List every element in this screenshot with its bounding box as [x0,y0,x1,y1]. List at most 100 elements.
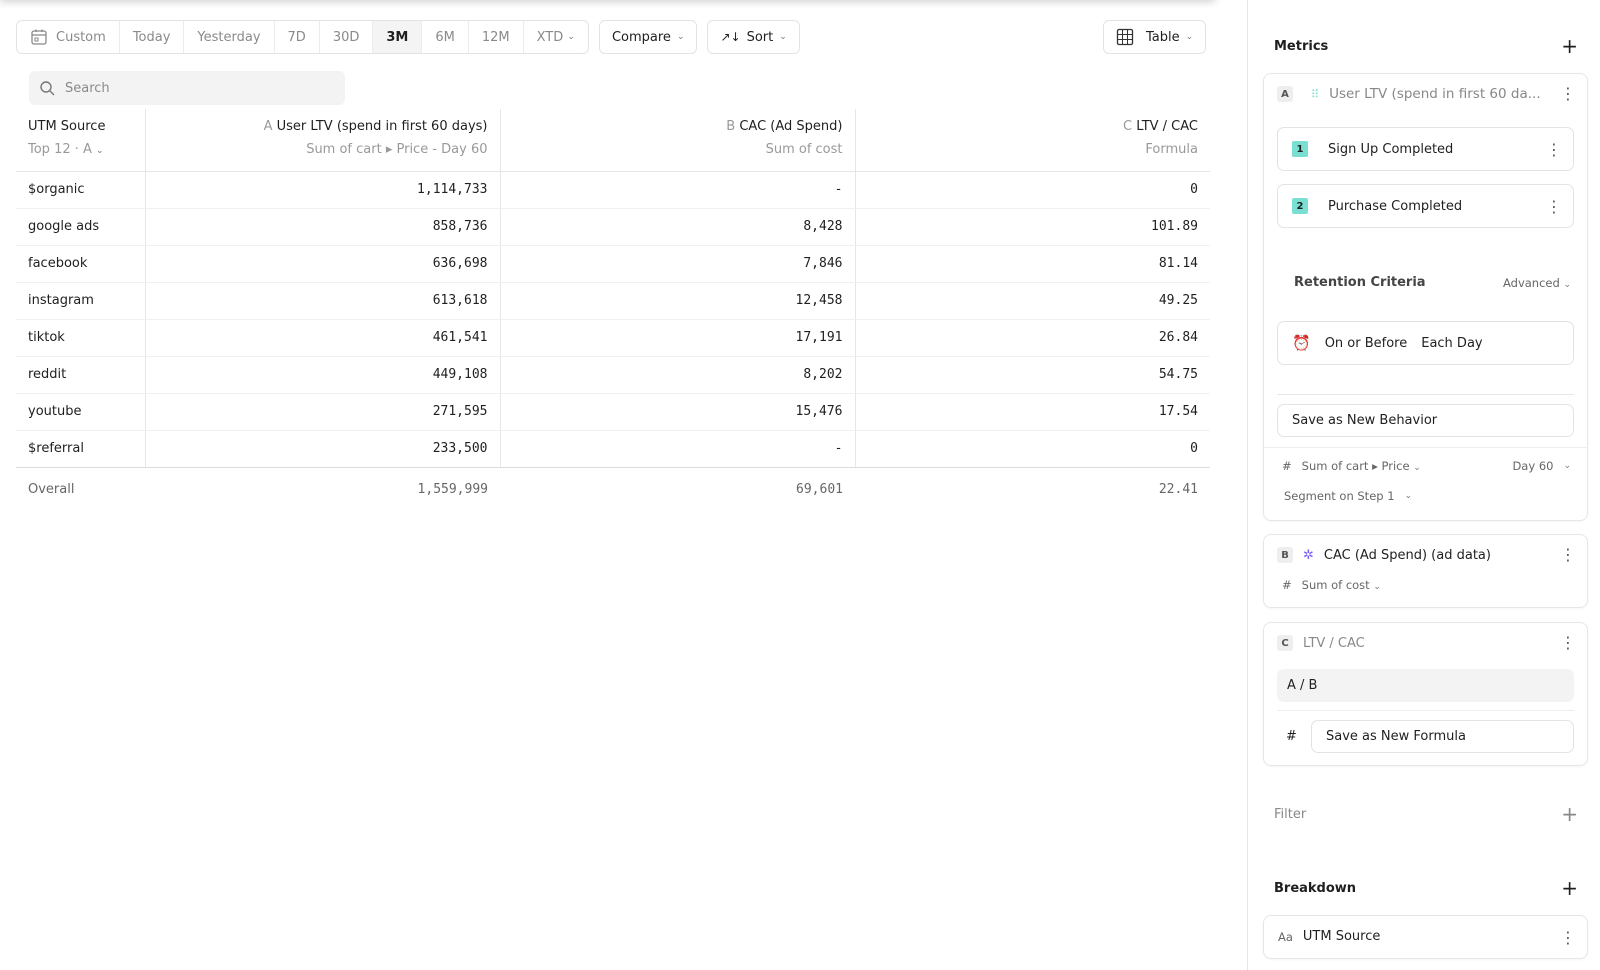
more-icon[interactable]: ⋮ [1546,139,1562,159]
column-title: User LTV (spend in first 60 days) [276,119,488,134]
save-as-new-behavior-button[interactable]: Save as New Behavior [1277,404,1574,437]
measure-dropdown[interactable]: Sum of cost ⌄ [1302,578,1381,592]
overall-cell: 1,559,999 [417,481,488,497]
range-yesterday[interactable]: Yesterday [184,21,275,53]
step-number: 1 [1292,141,1308,157]
metrics-section-header: Metrics + [1274,34,1578,58]
table-row[interactable]: google ads 858,736 8,428 101.89 [16,208,1210,246]
table-cell: google ads [16,208,145,246]
overall-cell: 69,601 [796,481,843,497]
on-or-before-selector[interactable]: On or Before [1324,335,1408,351]
measure-dropdown[interactable]: Sum of cart ▸ Price ⌄ [1302,459,1421,473]
breakdown-item[interactable]: Aa UTM Source ⋮ [1263,915,1588,959]
column-header-a[interactable]: A User LTV (spend in first 60 days) Sum o… [144,109,500,172]
table-cell: 233,500 [144,430,500,468]
table-row[interactable]: facebook 636,698 7,846 81.14 [16,245,1210,283]
table-row[interactable]: youtube 271,595 15,476 17.54 [16,393,1210,431]
right-panel: Metrics + A ⠿ User LTV (spend in first 60 d… [1247,0,1600,970]
table-cell: $referral [16,430,145,468]
top-n-selector[interactable]: Top 12 · A ⌄ [28,142,133,157]
range-3m[interactable]: 3M [373,21,423,53]
compare-button[interactable]: Compare ⌄ [598,20,698,54]
more-icon[interactable]: ⋮ [1560,633,1576,652]
numeric-icon: # [1282,578,1292,592]
metrics-title: Metrics [1274,38,1329,54]
column-header-c[interactable]: C LTV / CAC Formula [854,109,1210,172]
search-box[interactable] [29,71,345,105]
alarm-clock-icon: ⏰ [1292,334,1311,352]
formula-input[interactable]: A / B [1277,669,1574,702]
table-cell: $organic [16,171,145,209]
more-icon[interactable]: ⋮ [1560,928,1576,947]
search-input[interactable] [65,80,235,96]
chevron-down-icon: ⌄ [779,32,787,42]
add-breakdown-icon[interactable]: + [1561,876,1578,900]
range-xtd[interactable]: XTD ⌄ [524,21,588,53]
retention-criteria-title: Retention Criteria [1294,275,1426,290]
column-letter: C [1123,119,1133,134]
range-today[interactable]: Today [120,21,185,53]
more-icon[interactable]: ⋮ [1546,196,1562,216]
column-subtitle: Sum of cost [765,142,843,157]
retention-criteria-box[interactable]: ⏰ On or Before Each Day [1277,321,1574,365]
metric-letter: B [1277,547,1293,563]
sort-icon: ↗↓ [720,30,741,44]
table-cell: - [499,171,855,209]
table-cell: 12,458 [499,282,855,320]
table-cell: 461,541 [144,319,500,357]
filter-title: Filter [1274,806,1307,822]
column-title: CAC (Ad Spend) [739,119,843,134]
string-type-icon: Aa [1278,929,1293,944]
table-icon [1116,28,1134,46]
table-row[interactable]: tiktok 461,541 17,191 26.84 [16,319,1210,357]
table-cell: 8,428 [499,208,855,246]
save-as-new-formula-button[interactable]: Save as New Formula [1311,720,1574,753]
add-filter-icon[interactable]: + [1561,802,1578,826]
chevron-down-icon: ⌄ [1413,463,1421,473]
more-icon[interactable]: ⋮ [1560,84,1576,103]
sort-button[interactable]: ↗↓ Sort ⌄ [707,20,800,54]
day-dropdown[interactable]: Day 60 ⌄ [1512,459,1571,473]
table-cell: 49.25 [854,282,1210,320]
range-30d[interactable]: 30D [320,21,374,53]
more-icon[interactable]: ⋮ [1560,545,1576,564]
column-header-utm-source[interactable]: UTM Source Top 12 · A ⌄ [16,109,145,172]
table-cell: 1,114,733 [144,171,500,209]
table-row[interactable]: $referral 233,500-0 [16,430,1210,468]
step-number: 2 [1292,198,1308,214]
range-6m[interactable]: 6M [422,21,469,53]
table-cell: 271,595 [144,393,500,431]
metric-title[interactable]: LTV / CAC [1303,635,1365,651]
table-cell: instagram [16,282,145,320]
overall-cell: 22.41 [1158,481,1198,497]
step-1[interactable]: 1 Sign Up Completed ⋮ [1277,127,1574,171]
compare-label: Compare [611,29,671,45]
segment-dropdown[interactable]: Segment on Step 1 ⌄ [1284,489,1412,503]
view-table-button[interactable]: Table ⌄ [1103,20,1207,54]
range-custom[interactable]: Custom [17,21,120,53]
table-cell: 449,108 [144,356,500,394]
step-label: Sign Up Completed [1328,141,1454,157]
metric-title[interactable]: CAC (Ad Spend) (ad data) [1323,547,1491,563]
metric-title[interactable]: User LTV (spend in first 60 da... [1329,86,1541,102]
calendar-icon [31,29,47,45]
table-row[interactable]: instagram 613,618 12,458 49.25 [16,282,1210,320]
measure-label: Sum of cart ▸ Price [1301,459,1410,473]
toolbar: Custom Today Yesterday 7D 30D 3M 6M 12M … [16,20,1210,54]
range-7d[interactable]: 7D [275,21,320,53]
divider [1264,447,1587,448]
column-subtitle: Formula [1145,142,1198,157]
table-cell: 17,191 [499,319,855,357]
table-row[interactable]: $organic 1,114,733-0 [16,171,1210,209]
add-metric-icon[interactable]: + [1561,34,1578,58]
advanced-dropdown[interactable]: Advanced ⌄ [1503,276,1571,290]
metric-letter: A [1277,86,1293,102]
step-2[interactable]: 2 Purchase Completed ⋮ [1277,184,1574,228]
table-row[interactable]: reddit 449,108 8,202 54.75 [16,356,1210,394]
range-12m[interactable]: 12M [469,21,524,53]
chevron-down-icon: ⌄ [1185,32,1194,42]
column-header-b[interactable]: B CAC (Ad Spend) Sum of cost [499,109,855,172]
each-day-selector[interactable]: Each Day [1421,335,1483,351]
chevron-down-icon: ⌄ [1563,279,1571,290]
table-cell: 858,736 [144,208,500,246]
